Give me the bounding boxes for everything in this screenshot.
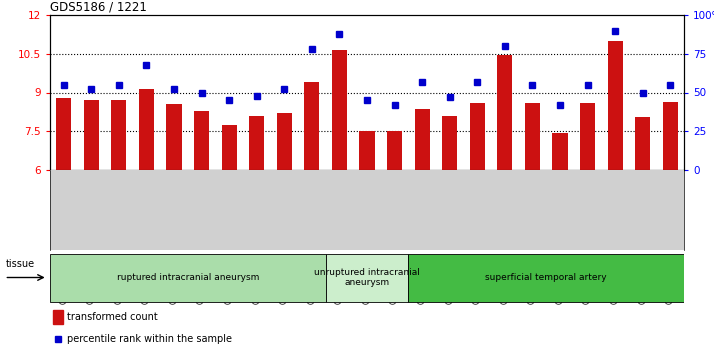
Bar [304,82,319,170]
Bar [608,41,623,170]
Bar [580,103,595,170]
Bar [553,132,568,170]
Bar [166,104,181,170]
Bar [635,117,650,170]
Text: transformed count: transformed count [67,312,159,322]
Text: GDS5186 / 1221: GDS5186 / 1221 [50,0,147,13]
Bar [497,55,513,170]
Bar [221,125,237,170]
Bar [663,102,678,170]
Bar [326,254,408,302]
Text: unruptured intracranial
aneurysm: unruptured intracranial aneurysm [314,268,420,287]
Bar [84,100,99,170]
Bar [111,100,126,170]
Bar [470,103,485,170]
Bar [408,254,684,302]
Bar [442,116,457,170]
Text: percentile rank within the sample: percentile rank within the sample [67,334,233,344]
Bar [525,103,540,170]
Bar [139,89,154,170]
Bar [359,131,375,170]
Text: ruptured intracranial aneurysm: ruptured intracranial aneurysm [116,273,259,282]
Bar [277,113,292,170]
Bar [50,254,326,302]
Text: superficial temporal artery: superficial temporal artery [486,273,607,282]
Text: tissue: tissue [6,259,35,269]
Bar [249,116,264,170]
Bar [415,109,430,170]
Bar [56,98,71,170]
Bar [332,50,347,170]
Bar [194,111,209,170]
Bar [53,310,63,324]
Bar [387,131,402,170]
